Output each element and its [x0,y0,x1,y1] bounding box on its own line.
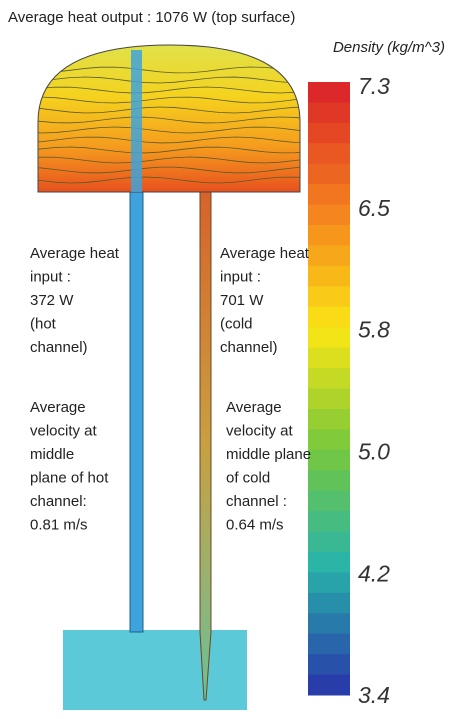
colorbar-band [308,347,350,369]
annotation-line: 0.64 m/s [226,516,284,533]
colorbar-band [308,265,350,287]
colorbar-title: Density (kg/m^3) [333,39,445,56]
annotation-line: Average [30,399,86,416]
colorbar-band [308,654,350,676]
colorbar-band [308,674,350,696]
colorbar-tick-label: 5.8 [358,317,390,343]
annotation-line: input : [30,268,71,285]
annotation-line: of cold [226,469,270,486]
colorbar-band [308,388,350,410]
annotation-line: (cold [220,315,253,332]
colorbar-band [308,449,350,471]
annotation-line: Average heat [220,245,310,262]
colorbar-band [308,429,350,451]
contour-line [38,146,300,154]
contour-line [38,126,300,134]
annotation-line: middle [30,446,74,463]
colorbar-band [308,613,350,635]
plume [131,50,142,192]
colorbar-tick-label: 6.5 [358,195,390,221]
colorbar-band [308,633,350,655]
annotation-line: channel) [220,339,278,356]
colorbar-band [308,511,350,533]
colorbar-tick-label: 4.2 [358,560,390,586]
dome [37,44,301,193]
colorbar-band [308,286,350,308]
colorbar-band [308,82,350,103]
colorbar-band [308,551,350,573]
contour-line [38,66,300,74]
contour-line [38,156,300,164]
colorbar: 7.3 6.5 5.8 5.0 4.2 3.4 [308,73,390,708]
colorbar-band [308,327,350,349]
annotation-line: Average [226,399,282,416]
annotation-line: velocity at [226,422,294,439]
colorbar-tick-label: 7.3 [358,73,390,99]
contour-line [38,176,300,184]
colorbar-band [308,572,350,594]
colorbar-band [308,408,350,430]
annotation-line: channel: [30,493,87,510]
tank [63,630,247,710]
cold-channel [199,184,212,701]
annotation-line: input : [220,268,261,285]
annotation-line: channel : [226,493,287,510]
annotation-line: plane of hot [30,469,109,486]
contour-line [38,166,300,174]
contour-line [38,136,300,144]
annotation-line: 0.81 m/s [30,516,88,533]
annotation-line: 701 W [220,292,264,309]
colorbar-band [308,204,350,226]
contour-line [38,76,300,84]
colorbar-band [308,592,350,614]
hot-channel [129,184,144,633]
colorbar-band [308,184,350,206]
colorbar-band [308,306,350,328]
contour-line [38,116,300,124]
colorbar-band [308,245,350,267]
annotation-line: middle plane [226,446,311,463]
contour-line [38,106,300,114]
labels: Average heat input : 372 W (hot channel) Aver… [30,245,311,534]
annotation-line: Average heat [30,245,120,262]
colorbar-band [308,470,350,492]
colorbar-band [308,368,350,389]
colorbar-band [308,225,350,246]
contours [38,66,300,184]
contour-line [38,96,300,104]
colorbar-tick-label: 5.0 [358,438,390,464]
colorbar-band [308,143,350,165]
colorbar-band [308,490,350,512]
colorbar-band [308,163,350,185]
colorbar-band [308,531,350,553]
contour-line [38,86,300,94]
colorbar-band [308,122,350,144]
annotation-line: (hot [30,315,57,332]
annotation-line: channel) [30,339,88,356]
annotation-line: 372 W [30,292,74,309]
annotation-line: velocity at [30,422,98,439]
colorbar-tick-label: 3.4 [358,682,390,708]
colorbar-band [308,102,350,124]
header-title: Average heat output : 1076 W (top surfac… [8,9,295,26]
